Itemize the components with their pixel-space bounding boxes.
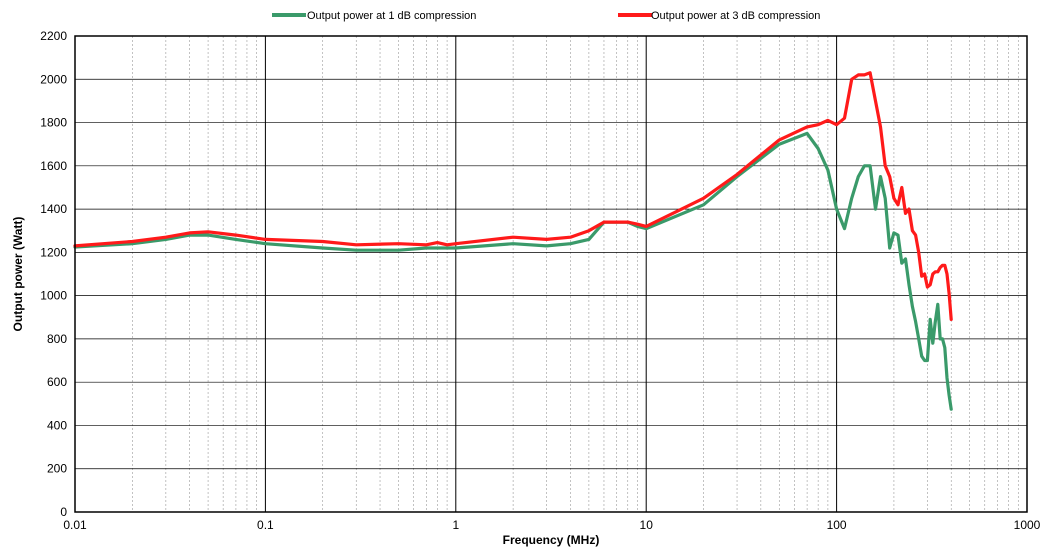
y-tick-label: 1400 <box>40 202 67 216</box>
plot-frame <box>74 35 1028 513</box>
y-tick-label: 1600 <box>40 159 67 173</box>
series-line-1db <box>73 131 953 411</box>
y-tick-label: 400 <box>47 418 67 432</box>
x-tick-labels: 0.01 0.1 1 10 100 1000 <box>63 518 1040 532</box>
x-tick-label: 1000 <box>1014 518 1041 532</box>
y-tick-label: 600 <box>47 375 67 389</box>
x-axis-title: Frequency (MHz) <box>503 533 600 547</box>
legend-label-1db: Output power at 1 dB compression <box>307 10 476 22</box>
y-tick-labels: 0 200 400 600 800 1000 1200 1400 1600 1800 2000 220… <box>40 29 67 519</box>
y-tick-label: 2000 <box>40 72 67 86</box>
x-tick-label: 100 <box>827 518 847 532</box>
grid <box>75 36 1027 512</box>
y-tick-label: 0 <box>60 505 67 519</box>
series-line-3db <box>73 71 953 321</box>
x-tick-label: 1 <box>452 518 459 532</box>
y-axis-title: Output power (Watt) <box>11 217 25 332</box>
x-tick-label: 10 <box>640 518 654 532</box>
y-tick-label: 800 <box>47 332 67 346</box>
x-tick-label: 0.1 <box>257 518 274 532</box>
legend: Output power at 1 dB compression Output … <box>272 10 820 22</box>
y-tick-label: 200 <box>47 462 67 476</box>
x-tick-label: 0.01 <box>63 518 87 532</box>
y-tick-label: 1200 <box>40 245 67 259</box>
y-tick-label: 1800 <box>40 116 67 130</box>
y-tick-label: 1000 <box>40 289 67 303</box>
legend-label-3db: Output power at 3 dB compression <box>651 10 820 22</box>
y-tick-label: 2200 <box>40 29 67 43</box>
series-group <box>73 71 953 411</box>
